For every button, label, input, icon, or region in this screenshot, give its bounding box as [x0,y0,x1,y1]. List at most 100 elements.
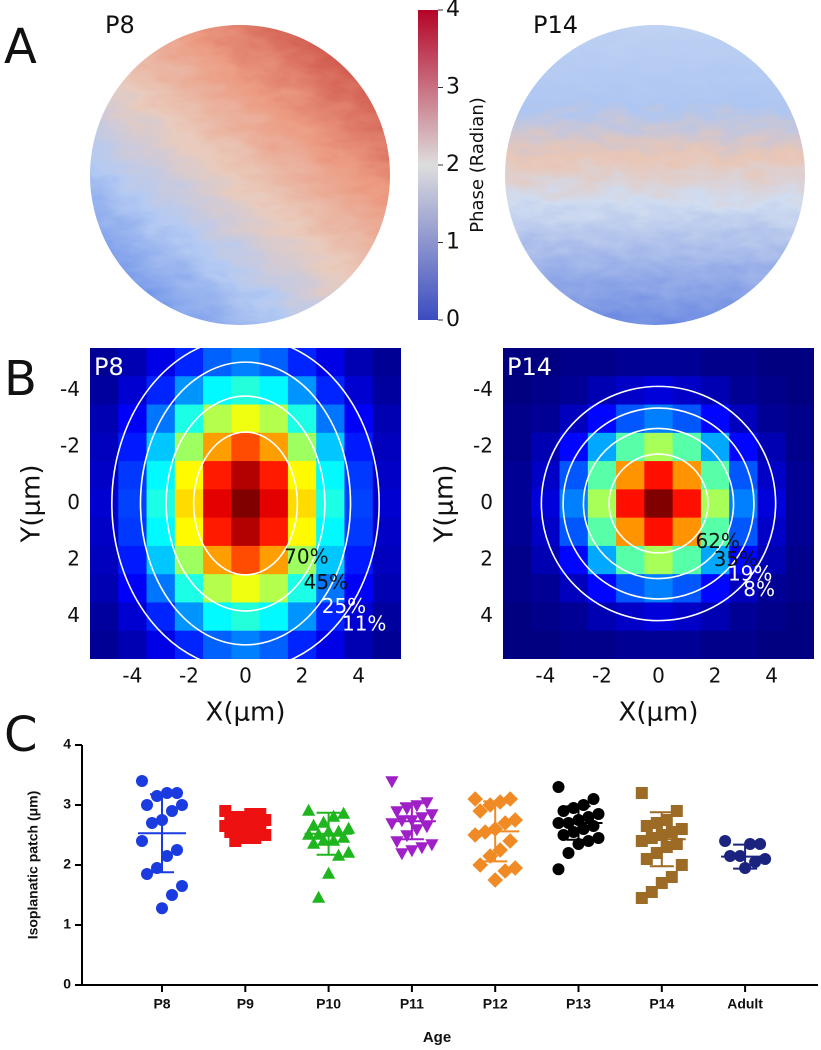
heatmap-cell [672,404,702,434]
heatmap-cell [785,404,814,434]
heatmap-cell [587,574,617,603]
heatmap-cell [729,404,758,434]
heatmap-cell [316,348,345,377]
heatmap-cell [118,602,148,632]
heatmap-cell [203,432,232,462]
data-point [171,844,183,856]
x-tick-label: 2 [709,664,722,688]
colorbar-label: Phase (Radian) [467,97,488,233]
heatmap-cell [344,489,374,519]
data-point [166,805,178,817]
heatmap [90,348,401,659]
x-axis-label: X(μm) [619,698,699,728]
heatmap-cell [90,376,119,406]
heatmap-cell [757,404,787,434]
data-point [259,829,272,841]
heatmap-cell [344,574,374,603]
heatmap-cell [231,602,261,632]
y-tick-label: 4 [63,736,71,752]
heatmap-cell [729,461,758,490]
heatmap-cell [644,545,674,575]
data-point [244,823,257,835]
data-point [482,848,498,864]
data-point [244,808,257,820]
heatmap-cell [344,432,374,462]
data-point [650,847,663,859]
heatmap-cell [616,574,645,603]
data-point [176,799,188,811]
heatmap-cell [174,630,204,659]
heatmap-cell [644,461,674,490]
heatmap-cell [503,348,532,377]
heatmap-cell [344,348,374,377]
heatmap-cell [316,602,345,632]
map-title: P8 [105,11,135,39]
data-point [302,803,316,816]
heatmap-cell [587,432,617,462]
heatmap-cell [672,489,702,519]
data-point [425,839,439,852]
data-point [587,793,600,805]
heatmap-cell [700,517,730,547]
contour [562,407,755,600]
heatmap-cell [203,489,232,519]
heatmap-cell [700,432,730,462]
heatmap-cell [344,545,374,575]
heatmap-cell [146,602,176,632]
contour [192,431,299,576]
contour-label: 70% [284,544,328,568]
heatmap-cell [118,630,148,659]
data-point [635,787,648,799]
data-point [497,863,513,879]
heatmap-cell [587,602,617,632]
data-point [166,889,178,901]
data-point [415,842,429,855]
data-point [719,835,732,847]
x-axis-label: Age [423,1029,451,1046]
data-point [640,820,653,832]
heatmap-cell [372,574,401,603]
heatmap-cell [559,545,589,575]
y-tick-label: -2 [60,433,80,457]
x-tick-label: P13 [566,996,591,1012]
data-point [660,841,673,853]
heatmap-cell [118,489,148,519]
data-point [665,871,678,883]
heatmap-cell [616,348,645,377]
heatmap-cell [174,432,204,462]
heatmap-cell [587,545,617,575]
heatmap-cell [616,489,645,519]
heatmap-cell [644,517,674,547]
x-tick-label: -4 [122,664,142,688]
heatmap-cell [372,432,401,462]
heatmap-cell [174,461,204,490]
heatmap-cell [316,461,345,490]
data-point [415,812,429,825]
heatmap-cell [616,461,645,490]
colorbar-tick-label: 0 [446,307,460,332]
data-point [467,827,483,843]
heatmap-cell [146,545,176,575]
data-point [670,805,683,817]
phase-map [90,25,390,325]
colorbar-tick-label: 3 [446,75,460,100]
panel-label: A [4,19,37,75]
heatmap-cell [757,602,787,632]
x-tick-label: P11 [400,996,424,1012]
y-tick-label: 4 [67,603,80,627]
x-tick-label: P9 [237,996,254,1012]
data-point [492,842,508,858]
heatmap-cell [203,602,232,632]
heatmap-cell [90,630,119,659]
data-point [582,811,595,823]
contour-label: 25% [322,594,366,618]
y-tick-label: 0 [480,490,493,514]
x-tick-label: P12 [483,996,508,1012]
heatmap-cell [316,574,345,603]
heatmap-cell [90,432,119,462]
heatmap-cell [559,602,589,632]
heatmap-cell [531,602,561,632]
data-point [557,829,570,841]
heatmap [503,348,814,659]
heatmap-cell [587,517,617,547]
